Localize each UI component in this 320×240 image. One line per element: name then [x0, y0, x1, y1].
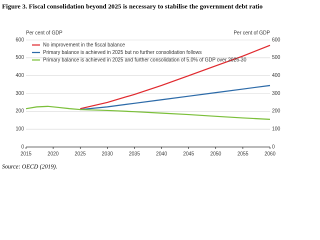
legend-label: Primary balance is achieved in 2025 but … — [43, 50, 202, 56]
chart-title: Figure 3. Fiscal consolidation beyond 20… — [2, 4, 263, 11]
y-tick-label: 300 — [16, 91, 25, 97]
series-line — [25, 105, 271, 120]
x-tick-label: 2055 — [237, 151, 248, 157]
y2-tick-label: 500 — [272, 55, 281, 61]
x-tick-label: 2025 — [75, 151, 86, 157]
source: Source: OECD (2019). — [2, 163, 57, 170]
y-axis-label: Per cent of GDP — [26, 30, 63, 36]
y-tick-label: 400 — [16, 73, 25, 79]
y-tick-label: 100 — [16, 126, 25, 132]
y-tick-label: 200 — [16, 109, 25, 115]
x-tick-label: 2050 — [210, 151, 221, 157]
y2-tick-label: 300 — [272, 91, 281, 97]
y2-tick-label: 200 — [272, 109, 281, 115]
y2-tick-label: 400 — [272, 73, 281, 79]
x-tick-label: 2045 — [183, 151, 194, 157]
y2-tick-label: 0 — [272, 144, 275, 150]
y2-tick-label: 100 — [272, 126, 281, 132]
x-tick-label: 2060 — [264, 151, 275, 157]
x-tick-label: 2035 — [129, 151, 140, 157]
y-tick-label: 0 — [21, 144, 24, 150]
x-tick-label: 2040 — [156, 151, 167, 157]
series-line — [80, 44, 271, 110]
x-tick-label: 2015 — [20, 151, 31, 157]
legend-label: Primary balance is achieved in 2025 and … — [43, 57, 247, 63]
chart: Figure 3. Fiscal consolidation beyond 20… — [2, 4, 281, 171]
y2-axis-label: Per cent of GDP — [234, 30, 271, 36]
y-tick-label: 600 — [16, 37, 25, 43]
x-tick-label: 2020 — [48, 151, 59, 157]
y2-tick-label: 600 — [272, 37, 281, 43]
page: Figure 3. Fiscal consolidation beyond 20… — [2, 3, 281, 171]
legend-label: No improvement in the fiscal balance — [43, 42, 125, 48]
x-tick-label: 2030 — [102, 151, 113, 157]
series-line — [80, 84, 271, 111]
y-tick-label: 500 — [16, 55, 25, 61]
